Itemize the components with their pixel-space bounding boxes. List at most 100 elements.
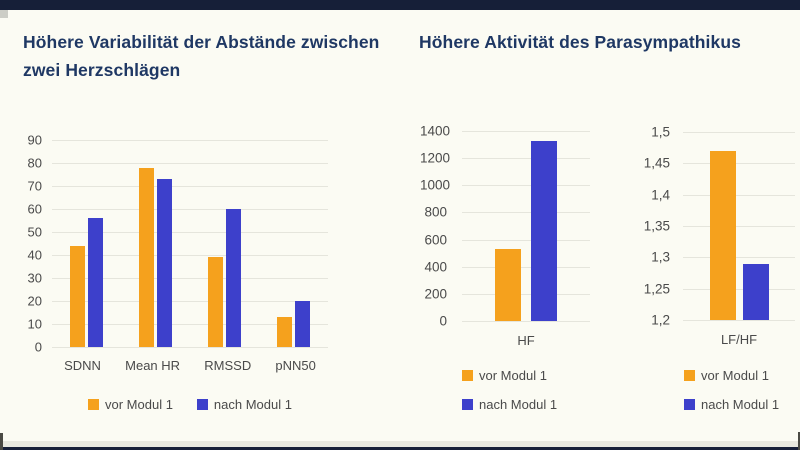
bar-group-hf: [495, 140, 557, 321]
gridline: [683, 194, 795, 196]
gridline: [52, 163, 328, 164]
y-tick-label: 0: [34, 339, 42, 355]
legend-item-vor-modul-1: vor Modul 1: [462, 368, 557, 383]
top-edge-bar: [0, 0, 800, 10]
gridline: [52, 255, 328, 256]
bar-nach-modul-1-pnn50: [295, 301, 310, 347]
bar-vor-modul-1-rmssd: [208, 257, 223, 347]
legend-swatch-nach-icon: [462, 399, 473, 410]
legend-label: vor Modul 1: [105, 397, 173, 412]
chart-hrv-variability: 0 10 20 30 40 50 60 70 80 90 SDNN Mean HR RMSSD pNN50…: [18, 129, 368, 429]
chart-hf: 0 200 400 600 800 1000 1200 1400 HF vor Modul 1 na…: [420, 119, 605, 419]
bar-vor-modul-1-lf-hf: [709, 150, 736, 320]
legend-swatch-vor-icon: [88, 399, 99, 410]
gridline: [683, 163, 795, 165]
bottom-edge-bar: [0, 447, 800, 450]
gridline: [462, 239, 590, 241]
plot-area: [683, 132, 795, 321]
y-tick-label: 30: [27, 270, 42, 286]
y-tick-label: 1200: [420, 150, 451, 166]
gridline: [683, 132, 795, 133]
bottom-left-artifact: [0, 433, 3, 450]
legend-item-nach-modul-1: nach Modul 1: [462, 397, 557, 412]
y-tick-label: 1,3: [651, 249, 670, 265]
category-labels: HF: [462, 333, 590, 348]
legend-label: vor Modul 1: [701, 368, 769, 383]
legend-swatch-vor-icon: [462, 370, 473, 381]
bars-area: [462, 131, 590, 321]
bar-group-rmssd: [208, 209, 241, 347]
y-tick-label: 1,35: [643, 218, 670, 234]
y-tick-label: 200: [424, 286, 447, 302]
category-label-rmssd: RMSSD: [204, 358, 252, 373]
gridline: [52, 347, 328, 348]
legend-item-nach-modul-1: nach Modul 1: [196, 397, 292, 412]
gridline: [52, 140, 328, 141]
y-tick-label: 400: [424, 258, 447, 274]
legend-item-vor-modul-1: vor Modul 1: [684, 368, 779, 383]
bar-nach-modul-1-sdnn: [88, 218, 103, 347]
bar-nach-modul-1-hf: [531, 140, 557, 321]
y-tick-label: 600: [424, 231, 447, 247]
bottom-right-artifact: [798, 432, 800, 450]
chart-title-right: Höhere Aktivität des Parasympathikus: [419, 32, 741, 52]
y-tick-label: 1,5: [651, 124, 670, 140]
gridline: [462, 131, 590, 132]
gridline: [462, 185, 590, 187]
y-tick-label: 1400: [420, 123, 451, 139]
category-labels: SDNN Mean HR RMSSD pNN50: [52, 358, 328, 373]
chart-title-left: Höhere Variabilität der Abstände zwische…: [23, 32, 380, 81]
gridline: [52, 301, 328, 302]
y-tick-label: 70: [27, 178, 42, 194]
legend-label: nach Modul 1: [479, 397, 558, 412]
bar-group-lf-hf: [709, 150, 769, 320]
bar-vor-modul-1-pnn50: [277, 317, 292, 347]
legend-swatch-nach-icon: [196, 399, 208, 410]
y-tick-label: 800: [424, 204, 447, 220]
legend-label: nach Modul 1: [701, 397, 780, 412]
bar-group-pnn50: [277, 301, 310, 347]
gridline: [52, 324, 328, 325]
gridline: [52, 186, 328, 187]
bar-vor-modul-1-sdnn: [70, 245, 85, 347]
bottom-edge-strip: [0, 441, 800, 447]
category-label-sdnn: SDNN: [64, 358, 101, 373]
gridline: [462, 293, 590, 295]
legend: vor Modul 1 nach Modul 1: [462, 368, 557, 412]
category-label-lf-hf: LF/HF: [720, 332, 758, 347]
plot-area: [462, 131, 590, 322]
category-labels: LF/HF: [683, 332, 795, 347]
y-tick-label: 60: [27, 201, 42, 217]
legend: vor Modul 1 nach Modul 1: [684, 368, 779, 412]
category-label-hf: HF: [517, 333, 535, 348]
top-left-artifact: [0, 10, 8, 18]
legend-item-vor-modul-1: vor Modul 1: [88, 397, 173, 412]
y-tick-label: 1,2: [651, 312, 670, 328]
y-tick-label: 80: [27, 155, 42, 171]
legend-label: nach Modul 1: [213, 397, 292, 412]
bars-area: [683, 132, 795, 320]
y-tick-label: 50: [27, 224, 42, 240]
legend: vor Modul 1 nach Modul 1: [52, 397, 328, 412]
gridline: [52, 232, 328, 233]
y-tick-label: 0: [439, 313, 447, 329]
gridline: [462, 321, 590, 322]
bar-group-sdnn: [70, 218, 103, 347]
y-tick-label: 1,25: [643, 280, 670, 296]
legend-swatch-nach-icon: [684, 399, 695, 410]
chart-lf-hf: 1,2 1,25 1,3 1,35 1,4 1,45 1,5 LF/HF vor Modul 1…: [640, 119, 800, 419]
bar-vor-modul-1-mean-hr: [139, 167, 154, 347]
bars-area: [52, 140, 328, 347]
y-tick-label: 1,4: [651, 186, 670, 202]
bar-vor-modul-1-hf: [495, 249, 521, 321]
y-tick-label: 20: [27, 293, 42, 309]
bar-group-mean-hr: [139, 167, 172, 347]
category-label-mean-hr: Mean HR: [125, 358, 181, 373]
bar-nach-modul-1-rmssd: [226, 209, 241, 347]
legend-swatch-vor-icon: [684, 370, 695, 381]
gridline: [52, 209, 328, 210]
y-tick-label: 90: [27, 132, 42, 148]
gridline: [462, 158, 590, 160]
y-tick-label: 1,45: [643, 155, 670, 171]
gridline: [683, 226, 795, 227]
